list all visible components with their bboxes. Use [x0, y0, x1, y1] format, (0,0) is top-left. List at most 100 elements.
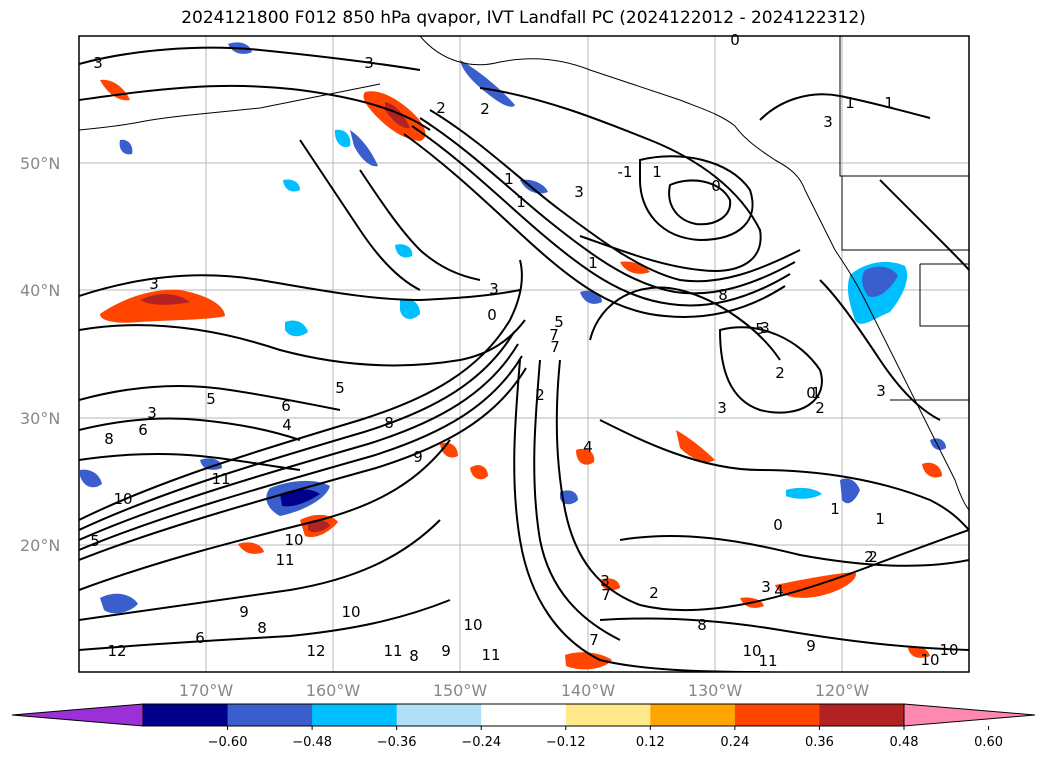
contour-value-label: 8	[257, 619, 267, 637]
colorbar: −0.60 −0.48 −0.36 −0.24 −0.12 0.12 0.24 0.36 0.4…	[11, 703, 1036, 750]
contour-value-label: 9	[413, 448, 423, 466]
colorbar-tick-label: 0.36	[805, 735, 834, 750]
contour-value-label: 3	[876, 382, 886, 400]
contour-value-label: 7	[601, 586, 611, 604]
contour-value-label: 1	[516, 193, 526, 211]
colorbar-tick-label: 0.48	[890, 735, 919, 750]
contour-value-label: 1	[588, 254, 598, 272]
contour-value-label: 3	[93, 54, 103, 72]
contour-value-label: 12	[306, 642, 325, 660]
contour-value-label: 5	[554, 313, 564, 331]
contour-value-label: 10	[284, 531, 303, 549]
contour-value-label: 5	[335, 379, 345, 397]
contour-value-label: 7	[589, 631, 599, 649]
contour-value-label: 11	[275, 551, 294, 569]
contour-value-label: 1	[811, 384, 821, 402]
contour-value-label: 3	[149, 275, 159, 293]
contour-value-label: 3	[761, 578, 771, 596]
colorbar-tick-label: 0.60	[974, 735, 1003, 750]
colorbar-extend-high	[903, 703, 1036, 727]
colorbar-tick-label: −0.12	[546, 735, 586, 750]
ivt-contours	[79, 46, 969, 672]
contour-value-label: 8	[718, 286, 728, 304]
colorbar-segment	[565, 704, 651, 726]
contour-value-label: 10	[742, 642, 761, 660]
contour-value-label: 3	[823, 113, 833, 131]
colorbar-tick-label: −0.36	[377, 735, 417, 750]
colorbar-extend-low	[11, 703, 144, 727]
contour-value-label: 1	[845, 94, 855, 112]
contour-value-label: 7	[549, 326, 559, 344]
contour-value-label: 2	[480, 100, 490, 118]
contour-value-label: 6	[138, 421, 148, 439]
lon-label: 150°W	[433, 681, 488, 700]
contour-value-label: 6	[281, 397, 291, 415]
lon-label: 160°W	[306, 681, 361, 700]
contour-value-label: 5	[90, 532, 100, 550]
contour-value-label: 2	[775, 364, 785, 382]
contour-value-label: 3	[364, 54, 374, 72]
colorbar-frame	[142, 703, 905, 727]
colorbar-segment	[481, 704, 567, 726]
contour-value-label: 11	[481, 646, 500, 664]
contour-value-label: 3	[489, 280, 499, 298]
contour-value-label: 11	[758, 652, 777, 670]
colorbar-tick-label: 0.24	[720, 735, 749, 750]
colorbar-segment	[819, 704, 905, 726]
contour-value-label: 2	[815, 399, 825, 417]
contour-value-label: 1	[652, 163, 662, 181]
contour-value-label: 1	[830, 500, 840, 518]
contour-value-label: -1	[618, 163, 633, 181]
contour-value-label: 6	[195, 629, 205, 647]
contour-value-label: 4	[282, 416, 292, 434]
contour-value-label: 1	[884, 94, 894, 112]
contour-value-label: 2	[868, 548, 878, 566]
contour-value-label: 10	[463, 616, 482, 634]
contour-value-label: 8	[697, 616, 707, 634]
contour-value-label: 2	[649, 584, 659, 602]
lat-label: 40°N	[20, 281, 60, 300]
contour-value-label: 0	[730, 31, 740, 49]
colorbar-tick-label: 0.12	[636, 735, 665, 750]
contour-value-label: 10	[939, 641, 958, 659]
contour-value-label: 0	[711, 177, 721, 195]
contour-value-label: 4	[774, 582, 784, 600]
contour-value-label: 10	[113, 490, 132, 508]
contour-value-label: 1	[875, 510, 885, 528]
lon-label: 120°W	[815, 681, 870, 700]
colorbar-tick-label: −0.24	[461, 735, 501, 750]
contour-value-label: 8	[384, 414, 394, 432]
map-frame	[78, 35, 970, 673]
map-plot-area	[79, 36, 969, 672]
colorbar-segment	[143, 704, 229, 726]
latitude-labels: 50°N 40°N 30°N 20°N	[20, 154, 60, 555]
colorbar-segment	[396, 704, 482, 726]
colorbar-segment	[650, 704, 736, 726]
contour-value-label: 10	[920, 651, 939, 669]
colorbar-segment	[312, 704, 398, 726]
longitude-labels: 170°W 160°W 150°W 140°W 130°W 120°W	[179, 681, 870, 700]
map-title: 2024121800 F012 850 hPa qvapor, IVT Land…	[181, 8, 866, 28]
contour-value-label: 3	[574, 183, 584, 201]
contour-value-label: 12	[107, 642, 126, 660]
contour-value-label: 2	[864, 548, 874, 566]
contour-value-label: 5	[755, 320, 765, 338]
contour-value-label: 8	[104, 430, 114, 448]
colorbar-segment	[227, 704, 313, 726]
contour-value-label: 5	[206, 390, 216, 408]
contour-value-label: 3	[760, 319, 770, 337]
lon-label: 170°W	[179, 681, 234, 700]
lon-label: 140°W	[561, 681, 616, 700]
contour-value-label: 11	[383, 642, 402, 660]
contour-value-label: 0	[773, 516, 783, 534]
contour-value-label: 10	[341, 603, 360, 621]
coastlines	[79, 36, 969, 511]
lon-label: 130°W	[688, 681, 743, 700]
contour-value-label: 8	[409, 647, 419, 665]
contour-value-label: 0	[487, 306, 497, 324]
contour-value-label: 3	[147, 404, 157, 422]
contour-value-label: 3	[717, 399, 727, 417]
colorbar-tick-label: −0.48	[292, 735, 332, 750]
